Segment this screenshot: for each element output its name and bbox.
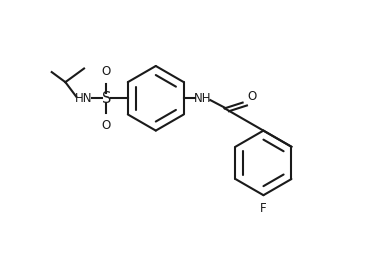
Text: S: S bbox=[101, 91, 111, 106]
Text: O: O bbox=[247, 90, 256, 103]
Text: F: F bbox=[260, 202, 267, 215]
Text: O: O bbox=[101, 119, 111, 132]
Text: NH: NH bbox=[194, 92, 211, 105]
Text: HN: HN bbox=[75, 92, 93, 105]
Text: O: O bbox=[101, 65, 111, 78]
